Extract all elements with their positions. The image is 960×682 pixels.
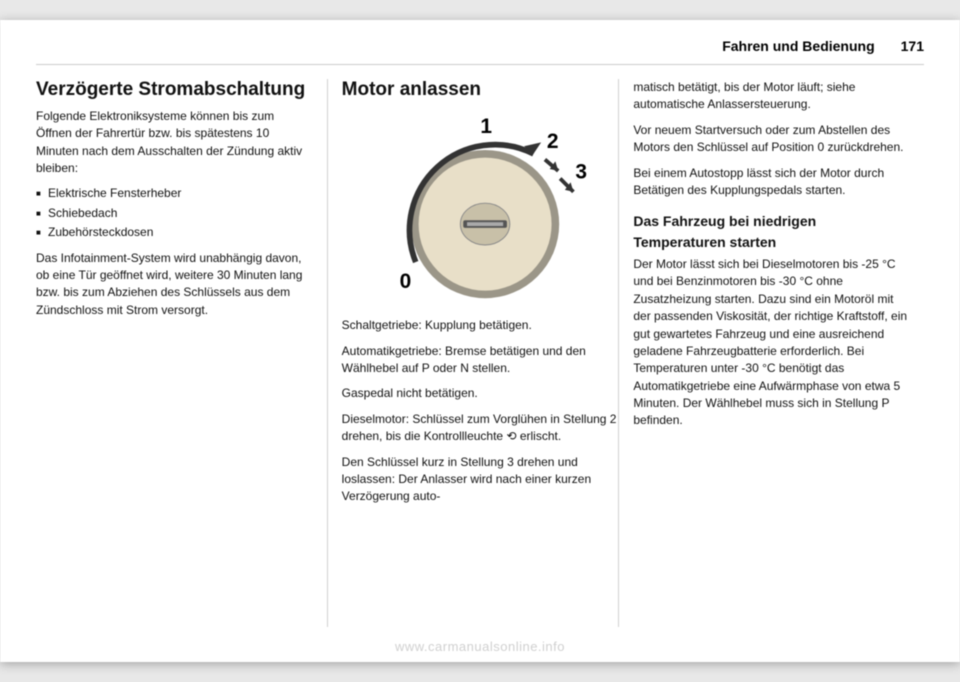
manual-page: Fahren und Bedienung 171 Verzögerte Stro… (0, 20, 960, 662)
column-3: matisch betätigt, bis der Motor läuft; s… (619, 79, 924, 627)
col2-p3: Gaspedal nicht betätigen. (342, 385, 619, 402)
col1-list: Elektrische Fensterheber Schiebedach Zub… (36, 185, 313, 241)
col1-p1: Folgende Elektroniksysteme können bis zu… (36, 108, 313, 178)
pos-label-2: 2 (547, 130, 559, 153)
pos-label-1: 1 (480, 115, 492, 138)
col3-p2: Vor neuem Startversuch oder zum Abstelle… (633, 122, 910, 157)
pos-label-3: 3 (575, 160, 587, 183)
col3-p1: matisch betätigt, bis der Motor läuft; s… (633, 79, 910, 114)
col3-subheading: Das Fahrzeug bei niedrigen Temperaturen … (633, 211, 910, 252)
col2-p1: Schaltgetriebe: Kupplung betätigen. (342, 317, 619, 334)
list-item: Schiebedach (36, 205, 313, 222)
content-columns: Verzögerte Stromabschaltung Folgende Ele… (36, 79, 924, 627)
col2-p2: Automatikgetriebe: Bremse betätigen und … (342, 343, 619, 378)
header-section: Fahren und Bedienung (722, 38, 874, 54)
col1-heading: Verzögerte Stromabschaltung (36, 79, 313, 102)
col1-p2: Das Infotainment-System wird unabhängig … (36, 250, 313, 320)
key-slot-inner (467, 222, 503, 226)
header-rule (36, 64, 924, 65)
watermark: www.carmanualsonline.info (0, 639, 960, 654)
col2-p5: Den Schlüssel kurz in Stellung 3 drehen … (342, 454, 619, 506)
col3-p4: Der Motor lässt sich bei Dieselmotoren b… (633, 256, 910, 430)
header-page-number: 171 (901, 38, 924, 54)
column-1: Verzögerte Stromabschaltung Folgende Ele… (36, 79, 327, 627)
col2-heading: Motor anlassen (342, 79, 619, 102)
col2-p4: Dieselmotor: Schlüssel zum Vorglühen in … (342, 411, 619, 446)
ignition-switch-figure: 0 1 2 3 (342, 112, 619, 302)
column-2: Motor anlassen (328, 79, 619, 627)
list-item: Elektrische Fensterheber (36, 185, 313, 202)
page-header: Fahren und Bedienung 171 (36, 38, 924, 54)
col3-p3: Bei einem Autostopp lässt sich der Motor… (633, 165, 910, 200)
list-item: Zubehörsteckdosen (36, 224, 313, 241)
pos-label-0: 0 (399, 270, 411, 293)
